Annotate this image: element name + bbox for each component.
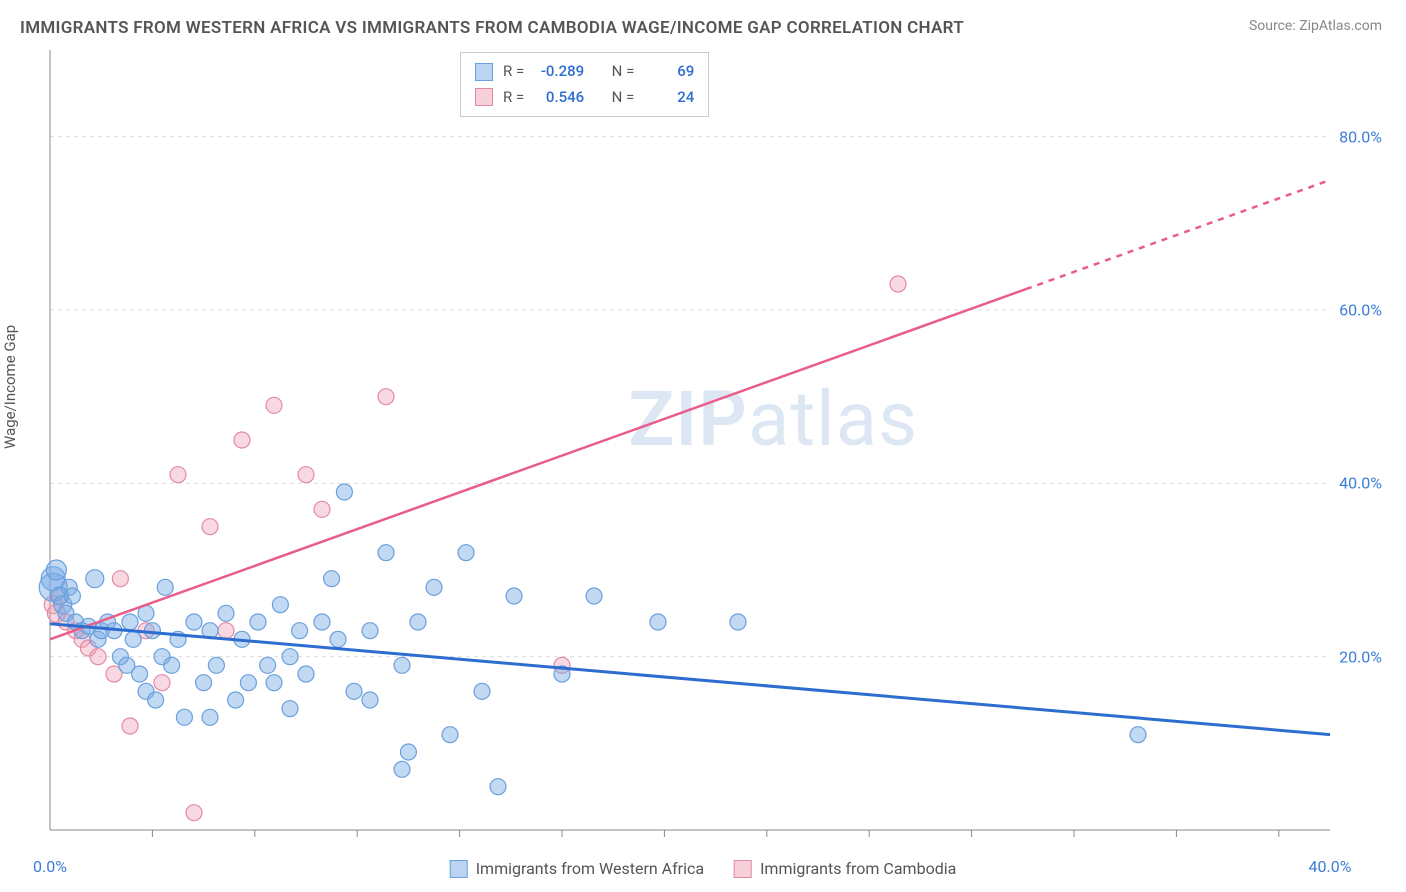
y-tick-label: 40.0%: [1339, 474, 1382, 493]
x-tick-label: 40.0%: [1309, 857, 1352, 876]
x-tick-label: 0.0%: [33, 857, 67, 876]
y-tick-label: 20.0%: [1339, 647, 1382, 666]
y-tick-label: 80.0%: [1339, 127, 1382, 146]
y-tick-label: 60.0%: [1339, 301, 1382, 320]
scatter-chart: [0, 0, 1406, 892]
